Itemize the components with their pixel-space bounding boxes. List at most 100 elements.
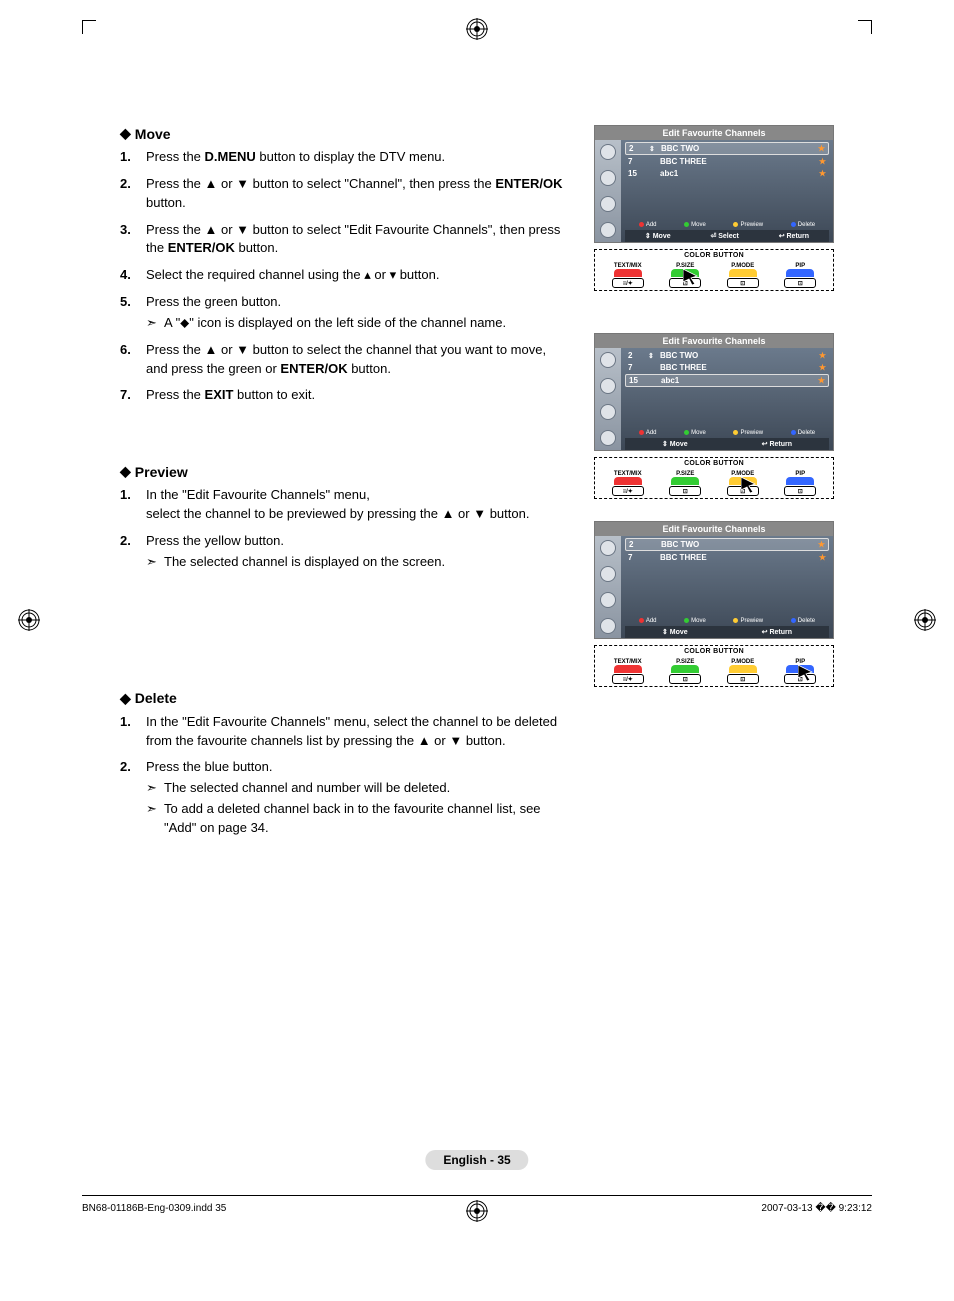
- channel-row: 2⇕BBC TWO★: [625, 350, 829, 361]
- tv-bottom-bar: ⇕ Move ↩ Return: [625, 438, 829, 450]
- tv-channel-list: 2⇕BBC TWO★7BBC THREE★15abc1★: [625, 142, 829, 179]
- step-number: 2.: [120, 532, 146, 572]
- channel-row: 7 BBC THREE★: [625, 552, 829, 563]
- star-icon: ★: [819, 169, 826, 178]
- channel-row: 2 BBC TWO★: [625, 538, 829, 551]
- tv-bottom-bar: ⇕ Move ↩ Return: [625, 626, 829, 638]
- section-title-text: Preview: [135, 464, 188, 480]
- channel-number: 7: [628, 553, 648, 562]
- cursor-icon: [683, 269, 703, 287]
- step-text: In the "Edit Favourite Channels" menu,se…: [146, 486, 570, 524]
- step-item: 5.Press the green button.➣A "⬥" icon is …: [120, 293, 570, 333]
- tv-sidebar-icon: [600, 170, 616, 186]
- step-number: 7.: [120, 386, 146, 405]
- star-icon: ★: [818, 376, 825, 385]
- tv-color-hints: Add Move Prewiew Delete: [625, 428, 829, 438]
- step-number: 6.: [120, 341, 146, 379]
- star-icon: ★: [818, 540, 825, 549]
- footer-file: BN68-01186B-Eng-0309.indd 35: [82, 1203, 226, 1214]
- remote-label: COLOR BUTTON: [681, 460, 747, 467]
- star-icon: ★: [819, 553, 826, 562]
- remote-label: COLOR BUTTON: [681, 648, 747, 655]
- step-item: 2.Press the yellow button.➣The selected …: [120, 532, 570, 572]
- tv-title: Edit Favourite Channels: [595, 522, 833, 536]
- tv-sidebar: [595, 140, 621, 242]
- channel-row: 15abc1★: [625, 168, 829, 179]
- step-number: 1.: [120, 148, 146, 167]
- step-text: Press the blue button.➣The selected chan…: [146, 758, 570, 837]
- tv-channel-list: 2⇕BBC TWO★7BBC THREE★15abc1★: [625, 350, 829, 387]
- step-text: In the "Edit Favourite Channels" menu, s…: [146, 713, 570, 751]
- step-number: 3.: [120, 221, 146, 259]
- remote-button-y: P.MODE⊡: [723, 471, 763, 496]
- star-icon: ★: [819, 363, 826, 372]
- cursor-icon: [741, 477, 761, 495]
- diamond-icon: ◆: [120, 125, 131, 142]
- step-note: ➣A "⬥" icon is displayed on the left sid…: [146, 314, 570, 333]
- tv-color-hints: Add Move Prewiew Delete: [625, 616, 829, 626]
- step-text: Press the D.MENU button to display the D…: [146, 148, 570, 167]
- tv-color-hints: Add Move Prewiew Delete: [625, 220, 829, 230]
- step-item: 4.Select the required channel using the …: [120, 266, 570, 285]
- channel-number: 15: [629, 376, 649, 385]
- remote-label: COLOR BUTTON: [681, 252, 747, 259]
- channel-number: 7: [628, 363, 648, 372]
- tv-channel-list: 2BBC TWO★7BBC THREE★: [625, 538, 829, 563]
- channel-name: BBC THREE: [660, 157, 819, 166]
- sort-icon: ⇕: [649, 145, 661, 153]
- remote-button-g: P.SIZE⊡: [665, 263, 705, 288]
- star-icon: ★: [818, 144, 825, 153]
- step-text: Press the ▲ or ▼ button to select "Edit …: [146, 221, 570, 259]
- step-note: ➣The selected channel is displayed on th…: [146, 553, 570, 572]
- step-item: 1.In the "Edit Favourite Channels" menu,…: [120, 713, 570, 751]
- step-item: 6.Press the ▲ or ▼ button to select the …: [120, 341, 570, 379]
- step-number: 2.: [120, 758, 146, 837]
- channel-number: 2: [629, 540, 649, 549]
- diamond-icon: ◆: [120, 690, 131, 707]
- channel-name: BBC THREE: [660, 553, 819, 562]
- tv-sidebar-icon: [600, 196, 616, 212]
- remote-button-y: P.MODE⊡: [723, 659, 763, 684]
- remote-strip-move: COLOR BUTTON TEXT/MIX≡/✦P.SIZE⊡P.MODE⊡PI…: [594, 249, 834, 291]
- sort-icon: ⇕: [648, 352, 660, 360]
- page-number: English - 35: [425, 1150, 528, 1170]
- channel-name: BBC TWO: [661, 540, 818, 549]
- channel-name: BBC TWO: [660, 351, 819, 360]
- step-number: 1.: [120, 713, 146, 751]
- tv-screenshot-move: Edit Favourite Channels 2⇕BBC TWO★7BBC T…: [594, 125, 834, 243]
- star-icon: ★: [819, 157, 826, 166]
- step-note: ➣To add a deleted channel back in to the…: [146, 800, 570, 838]
- footer-date: 2007-03-13 �� 9:23:12: [761, 1203, 872, 1214]
- channel-name: abc1: [660, 169, 819, 178]
- step-text: Select the required channel using the ▴ …: [146, 266, 570, 285]
- remote-button-g: P.SIZE⊡: [665, 659, 705, 684]
- remote-button-g: P.SIZE⊡: [665, 471, 705, 496]
- cursor-icon: [798, 665, 818, 683]
- section-title-delete: ◆ Delete: [120, 690, 570, 707]
- diamond-icon: ◆: [120, 463, 131, 480]
- channel-number: 2: [628, 351, 648, 360]
- steps-move: 1.Press the D.MENU button to display the…: [120, 148, 570, 405]
- star-icon: ★: [819, 351, 826, 360]
- tv-title: Edit Favourite Channels: [595, 126, 833, 140]
- steps-delete: 1.In the "Edit Favourite Channels" menu,…: [120, 713, 570, 838]
- step-number: 4.: [120, 266, 146, 285]
- tv-screenshot-preview: Edit Favourite Channels 2⇕BBC TWO★7BBC T…: [594, 333, 834, 451]
- step-text: Press the EXIT button to exit.: [146, 386, 570, 405]
- channel-name: abc1: [661, 376, 818, 385]
- section-title-preview: ◆ Preview: [120, 463, 570, 480]
- remote-button-b: PIP⊡: [780, 263, 820, 288]
- remote-button-b: PIP⊡: [780, 659, 820, 684]
- section-move: ◆ Move 1.Press the D.MENU button to disp…: [120, 125, 570, 405]
- section-title-move: ◆ Move: [120, 125, 570, 142]
- step-item: 1.In the "Edit Favourite Channels" menu,…: [120, 486, 570, 524]
- channel-name: BBC THREE: [660, 363, 819, 372]
- channel-row: 7BBC THREE★: [625, 156, 829, 167]
- steps-preview: 1.In the "Edit Favourite Channels" menu,…: [120, 486, 570, 571]
- step-number: 2.: [120, 175, 146, 213]
- step-number: 5.: [120, 293, 146, 333]
- remote-button-b: PIP⊡: [780, 471, 820, 496]
- channel-row: 2⇕BBC TWO★: [625, 142, 829, 155]
- tv-screenshot-delete: Edit Favourite Channels 2 BBC TWO★ 7 BBC TH…: [594, 521, 834, 639]
- section-delete: ◆ Delete 1.In the "Edit Favourite Channe…: [120, 690, 570, 838]
